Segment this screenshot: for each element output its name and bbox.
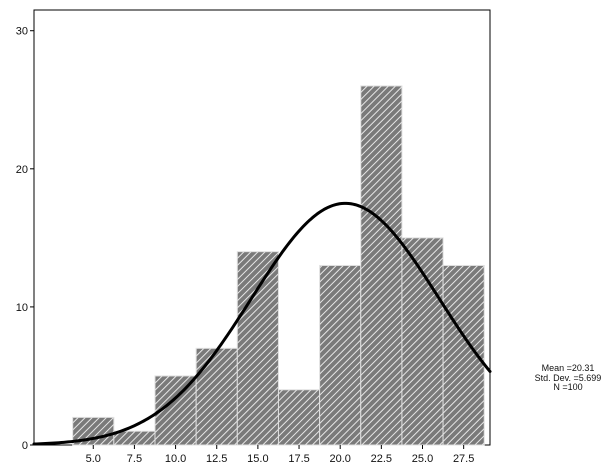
y-tick-label-3: 30 — [16, 26, 28, 38]
x-tick-label-8: 25.0 — [412, 453, 433, 465]
axes-group: 5.0 7.5 10.0 12.5 15.0 17.5 20.0 22.5 25.0 27.5 0 1… — [16, 26, 475, 465]
y-tick-label-2: 20 — [16, 164, 28, 176]
x-tick-label-9: 27.5 — [453, 453, 474, 465]
stat-mean: Mean =20.31 — [541, 363, 595, 373]
x-tick-label-0: 5.0 — [86, 453, 101, 465]
stat-n: N =100 — [553, 382, 583, 392]
x-tick-label-6: 20.0 — [329, 453, 350, 465]
x-tick-label-2: 10.0 — [165, 453, 186, 465]
histogram-bar-5 — [277, 389, 321, 446]
normal-curve — [32, 201, 492, 446]
y-tick-label-1: 10 — [16, 302, 28, 314]
stat-std-dev: Std. Dev. =5.699 — [534, 372, 602, 383]
histogram-bar-8 — [401, 237, 444, 446]
histogram-bar-7 — [360, 85, 403, 446]
x-tick-label-1: 7.5 — [127, 453, 142, 465]
x-tick-label-7: 22.5 — [371, 453, 392, 465]
x-tick-label-4: 15.0 — [247, 453, 268, 465]
bars-group — [72, 85, 485, 446]
statistics-summary: Mean =20.31 Std. Dev. =5.699 N =100 — [528, 363, 608, 393]
histogram-bar-1 — [113, 430, 156, 446]
histogram-bar-6 — [319, 264, 362, 446]
histogram-bar-3 — [195, 347, 238, 446]
y-tick-label-0: 0 — [22, 440, 28, 452]
histogram-bar-4 — [236, 251, 279, 446]
x-tick-label-5: 17.5 — [288, 453, 309, 465]
x-tick-label-3: 12.5 — [206, 453, 227, 465]
